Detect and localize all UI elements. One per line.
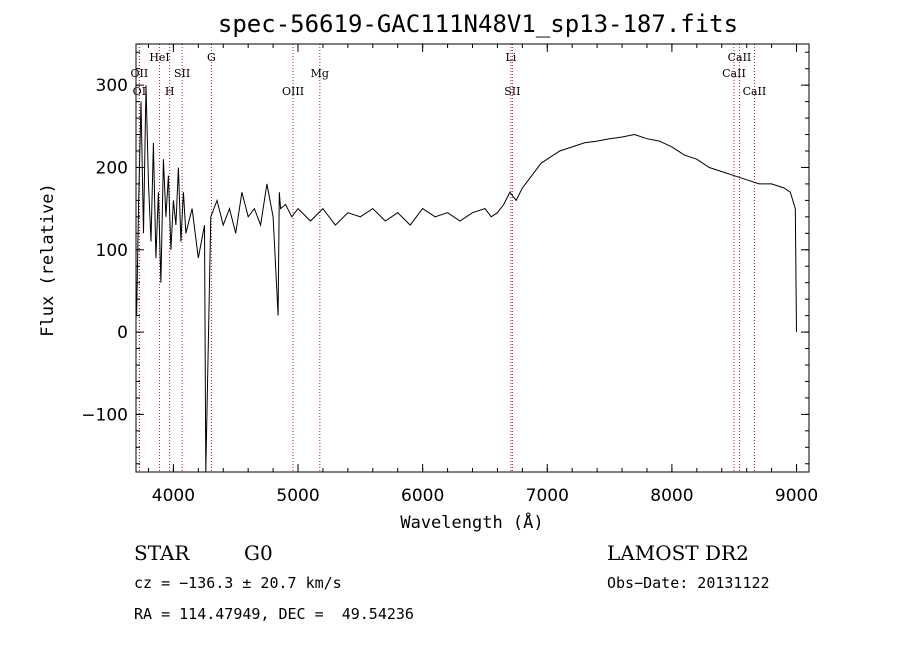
y-axis-ticks: −100 0 100 200 300 [81, 51, 809, 465]
marker-label: Li [505, 51, 516, 64]
line-markers: OII OI HeI H SII G OIII Mg Li SII CaII CaII CaII [131, 44, 767, 472]
x-tick-label: 5000 [276, 486, 319, 506]
coordinates: RA = 114.47949, DEC = 49.54236 [134, 605, 414, 623]
x-tick-label: 6000 [401, 486, 444, 506]
object-subclass: G0 [244, 541, 273, 565]
y-tick-label: 300 [96, 76, 128, 96]
x-tick-label: 7000 [526, 486, 569, 506]
marker-label: CaII [722, 67, 746, 80]
x-axis-label: Wavelength (Å) [400, 511, 543, 533]
marker-label: G [207, 51, 216, 64]
plot-frame [135, 43, 810, 473]
y-axis-label: Flux (relative) [38, 183, 58, 337]
marker-label: Mg [311, 67, 329, 80]
y-tick-label: 0 [117, 323, 128, 343]
x-tick-label: 8000 [650, 486, 693, 506]
marker-label: OIII [282, 85, 304, 98]
x-tick-label: 4000 [152, 486, 195, 506]
y-tick-label: 200 [96, 158, 128, 178]
object-class: STAR [134, 541, 190, 565]
redshift-velocity: cz = −136.3 ± 20.7 km/s [134, 574, 342, 592]
y-tick-label: −100 [81, 405, 128, 425]
y-tick-label: 100 [96, 241, 128, 261]
marker-label: HeI [149, 51, 169, 64]
marker-label: OI [133, 85, 146, 98]
observation-date: Obs−Date: 20131122 [607, 574, 770, 592]
marker-label: H [165, 85, 175, 98]
x-axis-ticks: 4000 5000 6000 7000 8000 9000 [147, 44, 818, 506]
marker-label: OII [131, 67, 149, 80]
marker-label: SII [174, 67, 190, 80]
marker-label: CaII [743, 85, 767, 98]
marker-label: CaII [728, 51, 752, 64]
chart-title: spec-56619-GAC111N48V1_sp13-187.fits [218, 10, 738, 38]
x-tick-label: 9000 [775, 486, 818, 506]
survey-name: LAMOST DR2 [607, 541, 749, 565]
spectrum-line [136, 85, 797, 473]
marker-label: SII [504, 85, 520, 98]
